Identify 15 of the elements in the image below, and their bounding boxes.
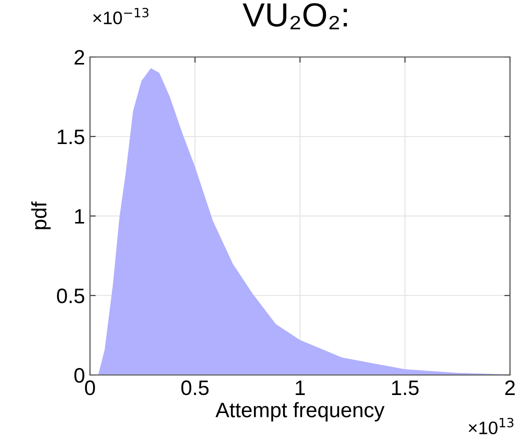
y-tick-label: 2	[74, 50, 84, 65]
x-tick-label: 0.5	[181, 380, 209, 396]
x-tick-label: 0	[85, 380, 95, 396]
x-tick-label: 1.5	[392, 380, 419, 396]
x-tick-label: 1	[296, 380, 305, 395]
y-tick-label: 0.5	[56, 288, 84, 304]
x-axis-title: Attempt frequency	[216, 402, 384, 422]
y-tick-label: 1.5	[58, 130, 84, 144]
y-tick-label: 0	[74, 368, 84, 383]
x-tick-label: 2	[505, 380, 515, 395]
y-axis-title: pdf	[31, 201, 51, 230]
y-tick-label: 1	[75, 209, 84, 224]
text: ×10$^{13}$	[468, 418, 514, 434]
text: ×10$^{−13}$	[93, 8, 148, 24]
chart-title: VU₂O₂:	[242, 3, 347, 30]
